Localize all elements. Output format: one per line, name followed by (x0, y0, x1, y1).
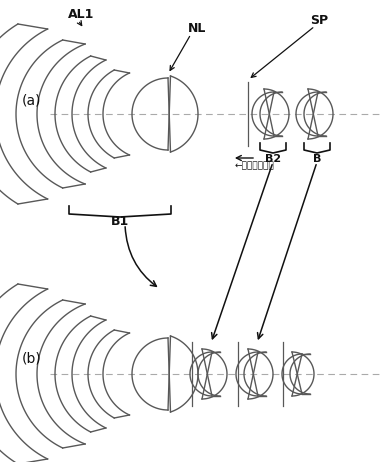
Text: ←（フォーカス: ←（フォーカス (235, 161, 275, 170)
Text: AL1: AL1 (68, 8, 94, 21)
Text: (a): (a) (22, 93, 41, 107)
Text: SP: SP (310, 14, 328, 27)
Text: B: B (313, 154, 321, 164)
Text: (b): (b) (22, 351, 42, 365)
Text: B1: B1 (111, 215, 129, 228)
Text: NL: NL (188, 22, 206, 35)
Text: B2: B2 (265, 154, 281, 164)
